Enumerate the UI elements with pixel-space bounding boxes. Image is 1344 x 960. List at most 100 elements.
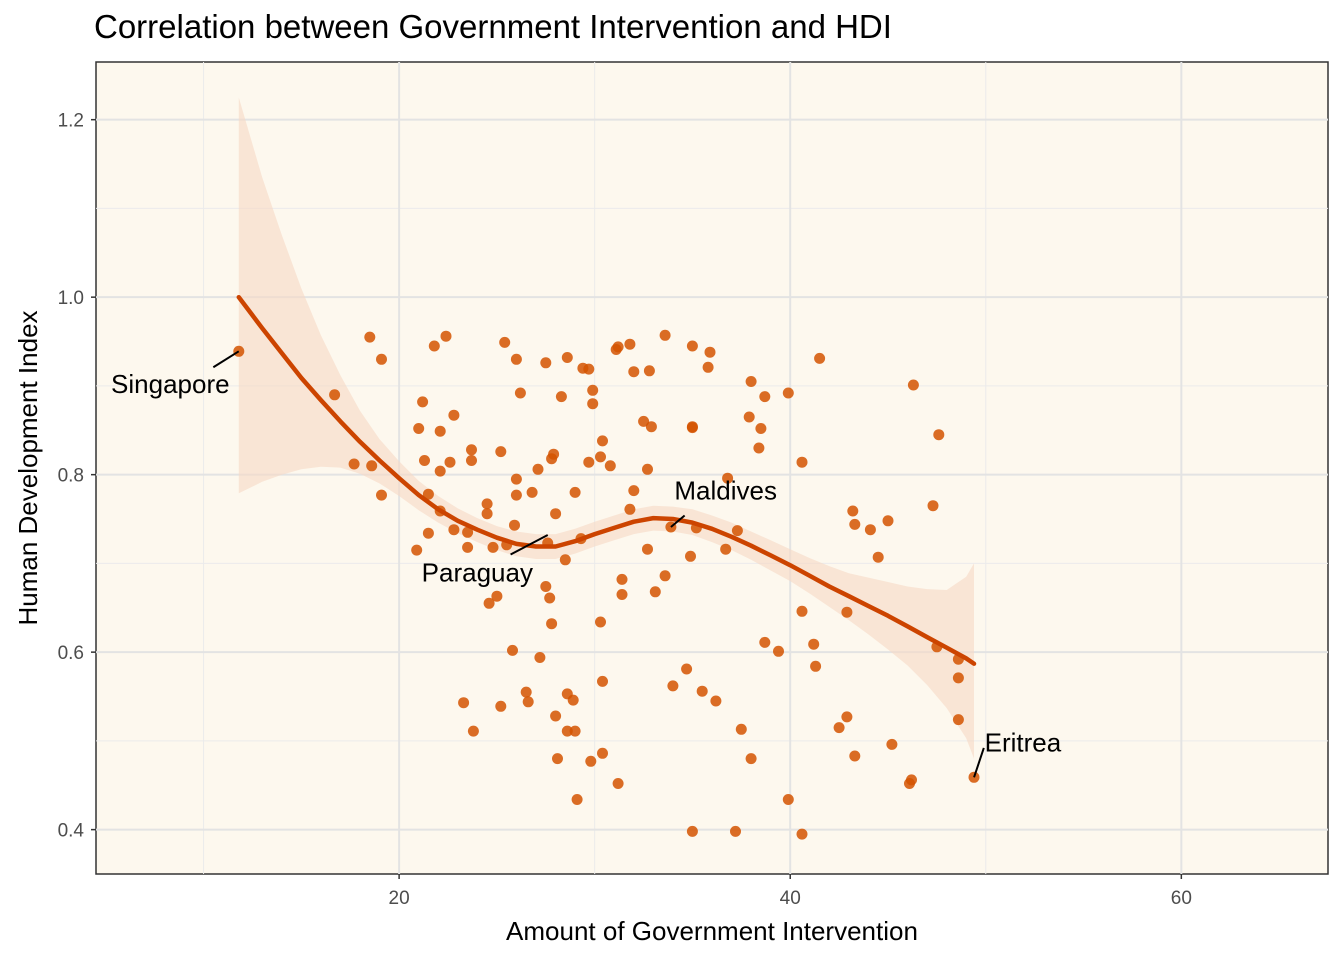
data-point (659, 329, 671, 341)
data-point (491, 590, 503, 602)
data-point (595, 616, 606, 628)
data-points (233, 329, 980, 840)
data-point (638, 415, 650, 427)
data-point (481, 498, 493, 510)
data-point (597, 747, 608, 759)
data-point (569, 486, 581, 498)
data-point (544, 592, 556, 604)
data-point (366, 460, 378, 472)
data-point (495, 446, 507, 458)
data-point (841, 711, 853, 723)
data-point (364, 331, 376, 343)
data-point (645, 421, 657, 433)
data-point (466, 444, 477, 456)
data-point (419, 455, 430, 466)
data-point (796, 605, 808, 617)
data-point (624, 503, 636, 515)
data-point (906, 774, 917, 786)
data-point (759, 391, 771, 403)
x-tick-label: 60 (1171, 888, 1192, 909)
data-point (755, 423, 767, 434)
data-point (952, 714, 964, 726)
data-point (743, 411, 755, 423)
data-point (540, 581, 552, 592)
data-point (583, 456, 595, 468)
annotation-label: Eritrea (985, 728, 1062, 758)
data-point (444, 456, 456, 468)
data-point (550, 508, 562, 520)
data-point (628, 366, 640, 378)
data-point (882, 515, 894, 527)
data-point (585, 755, 597, 767)
data-point (702, 361, 714, 373)
data-point (907, 379, 919, 391)
data-point (550, 710, 562, 722)
y-tick-label: 0.8 (58, 466, 84, 487)
data-point (849, 518, 861, 530)
data-point (753, 442, 765, 454)
data-point (681, 663, 693, 675)
data-point (730, 825, 741, 837)
data-point (526, 486, 538, 498)
data-point (428, 340, 440, 352)
data-point (886, 738, 898, 750)
smooth-line (236, 294, 977, 666)
annotation-label: Maldives (674, 476, 777, 506)
data-point (583, 363, 595, 375)
data-point (927, 500, 939, 512)
data-point (587, 384, 599, 396)
y-axis-title: Human Development Index (13, 310, 43, 625)
data-point (686, 825, 698, 837)
data-point (628, 485, 640, 497)
data-point (514, 387, 526, 399)
data-point (616, 573, 628, 585)
data-point (534, 652, 546, 663)
data-point (686, 340, 698, 352)
data-point (841, 606, 853, 618)
data-point (571, 794, 583, 805)
data-point (233, 345, 245, 357)
data-point (458, 697, 470, 709)
data-point (642, 543, 653, 555)
data-point (833, 722, 845, 734)
data-point (413, 423, 425, 434)
data-point (487, 541, 499, 553)
data-point (509, 519, 520, 531)
data-point (495, 700, 507, 712)
data-point (422, 527, 434, 539)
data-point (686, 422, 698, 434)
data-point (597, 435, 608, 447)
y-tick-label: 1.2 (58, 111, 84, 132)
data-point (548, 448, 560, 460)
data-point (604, 460, 616, 472)
data-point (864, 524, 876, 536)
data-point (745, 753, 757, 765)
data-point (510, 473, 522, 485)
data-point (643, 365, 655, 377)
data-point (952, 672, 964, 684)
annotation-label: Paraguay (422, 557, 533, 587)
annotation-leader (510, 534, 549, 556)
data-point (814, 352, 826, 364)
data-point (704, 346, 716, 358)
data-point (796, 456, 808, 468)
data-point (616, 589, 628, 600)
y-tick-label: 1.0 (58, 288, 84, 309)
data-point (467, 725, 479, 737)
data-point (731, 525, 743, 537)
data-point (348, 458, 360, 470)
annotation-label: Singapore (111, 369, 230, 399)
data-point (933, 429, 945, 441)
smooth-curve (236, 294, 977, 666)
data-point (422, 488, 434, 500)
data-point (612, 778, 624, 789)
y-axis-ticks: 0.4 0.6 0.8 1.0 1.2 (58, 111, 96, 842)
data-point (847, 505, 859, 517)
annotations: Singapore Maldives Paraguay Eritrea (111, 350, 1062, 778)
data-point (481, 508, 493, 520)
data-point (483, 597, 495, 609)
annotation-leader (670, 514, 686, 528)
chart-title: Correlation between Government Intervent… (94, 8, 892, 45)
data-point (968, 771, 980, 783)
